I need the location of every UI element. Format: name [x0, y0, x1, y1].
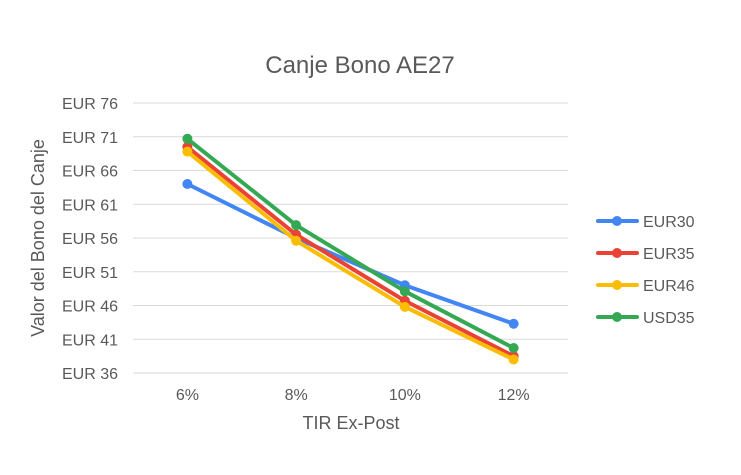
data-point — [291, 235, 302, 246]
y-tick-label: EUR 66 — [62, 164, 118, 181]
legend-swatch-marker — [612, 312, 622, 322]
x-axis-ticks: 6% 8% 10% 12% — [176, 387, 530, 404]
data-point — [182, 179, 193, 189]
y-tick-label: EUR 76 — [62, 96, 118, 113]
series-line — [185, 144, 516, 359]
data-point — [508, 354, 519, 365]
y-tick-label: EUR 41 — [62, 332, 118, 349]
legend-label: EUR35 — [643, 246, 695, 263]
legend-item: EUR46 — [596, 278, 695, 295]
y-tick-label: EUR 46 — [62, 299, 118, 316]
x-tick-label: 12% — [498, 387, 530, 404]
gridlines — [133, 102, 568, 374]
data-point — [182, 133, 193, 144]
series-usd35 — [182, 133, 519, 354]
legend-item: EUR35 — [596, 246, 695, 263]
series-line — [185, 149, 516, 362]
x-tick-label: 10% — [389, 387, 421, 404]
chart-title: Canje Bono AE27 — [265, 52, 454, 79]
y-tick-label: EUR 61 — [62, 197, 118, 214]
y-tick-label: EUR 36 — [62, 366, 118, 383]
y-axis-title: Valor del Bono del Canje — [28, 139, 48, 337]
legend-swatch-marker — [612, 216, 622, 226]
legend-label: EUR46 — [643, 278, 695, 295]
y-axis-ticks: EUR 36 EUR 41 EUR 46 EUR 51 EUR 56 EUR 61 EUR … — [62, 96, 118, 383]
data-point — [508, 318, 519, 329]
series-line — [185, 182, 516, 326]
legend: EUR30 EUR35 EUR46 USD35 — [596, 214, 695, 327]
series-eur30 — [182, 179, 519, 329]
y-tick-label: EUR 51 — [62, 265, 118, 282]
legend-swatch-marker — [612, 280, 622, 290]
data-point — [508, 343, 519, 354]
legend-swatch-marker — [612, 248, 622, 258]
x-axis-title: TIR Ex-Post — [302, 413, 399, 433]
data-point — [182, 146, 193, 157]
series-eur46 — [182, 146, 519, 365]
x-tick-label: 8% — [285, 387, 308, 404]
series-lines — [182, 133, 519, 365]
data-point — [291, 220, 302, 231]
legend-item: USD35 — [596, 310, 695, 327]
y-tick-label: EUR 71 — [62, 130, 118, 147]
legend-item: EUR30 — [596, 214, 695, 231]
y-tick-label: EUR 56 — [62, 231, 118, 248]
legend-label: EUR30 — [643, 214, 695, 231]
series-line — [185, 136, 516, 351]
data-point — [399, 286, 410, 297]
x-tick-label: 6% — [176, 387, 199, 404]
data-point — [399, 301, 410, 312]
legend-label: USD35 — [643, 310, 695, 327]
